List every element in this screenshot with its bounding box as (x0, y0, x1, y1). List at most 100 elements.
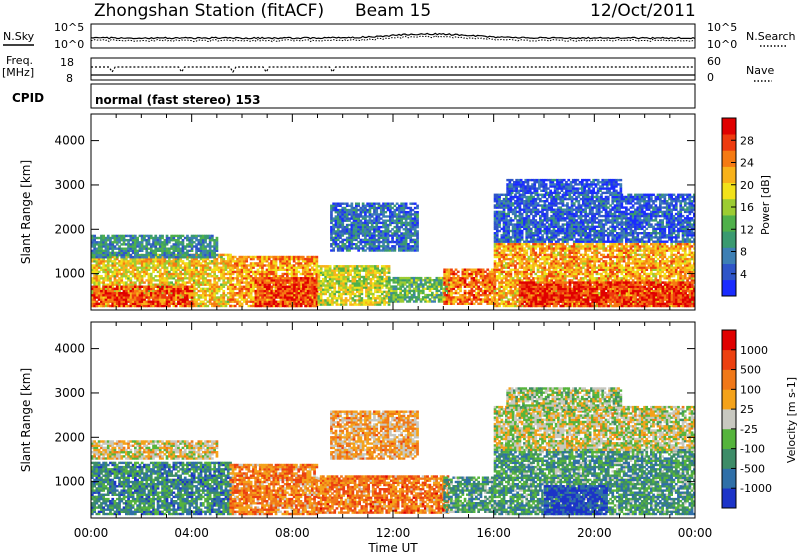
power-cell (131, 236, 135, 240)
power-cell (335, 282, 339, 285)
power-cell (292, 260, 296, 263)
power-cell (156, 262, 160, 265)
power-cell (334, 243, 338, 246)
power-cell (398, 211, 401, 214)
power-cell (353, 282, 357, 285)
power-cell (470, 274, 474, 278)
power-cell (332, 204, 335, 207)
power-cell (252, 281, 255, 284)
power-cell (183, 285, 187, 288)
power-cell (416, 221, 419, 225)
power-cell (277, 268, 280, 271)
power-cell (277, 281, 280, 284)
power-cell (106, 253, 110, 257)
power-cell (215, 245, 219, 248)
power-cell (400, 211, 403, 214)
power-cell (161, 304, 164, 308)
power-cell (161, 255, 164, 259)
power-cell (377, 221, 381, 225)
power-cell (106, 296, 110, 299)
power-cell (168, 241, 171, 244)
power-cell (360, 299, 364, 302)
power-cell (158, 245, 162, 248)
power-cell (407, 245, 410, 248)
power-cell (317, 303, 321, 306)
power-cell (389, 204, 392, 207)
power-cell (272, 272, 276, 276)
power-cell (174, 253, 178, 257)
power-cell (394, 296, 398, 299)
power-cell (149, 247, 153, 250)
power-cell (204, 279, 207, 282)
power-cell (392, 279, 396, 282)
power-cell (330, 204, 333, 207)
power-cell (383, 271, 386, 274)
power-cell (463, 274, 467, 278)
power-cell (326, 303, 330, 306)
power-cell (165, 266, 169, 269)
power-cell (272, 277, 276, 280)
power-cell (412, 296, 416, 299)
power-cell (179, 279, 182, 282)
power-cell (174, 289, 178, 293)
power-cell (279, 283, 283, 286)
power-cell (395, 238, 399, 242)
power-cell (428, 281, 432, 284)
power-cell (165, 236, 169, 240)
power-cell (331, 292, 334, 296)
power-cell (297, 257, 301, 261)
power-cell (206, 264, 210, 267)
power-cell (152, 243, 155, 246)
power-cell (240, 257, 244, 261)
power-cell (215, 268, 219, 271)
power-cell (134, 296, 137, 299)
power-cell (229, 300, 232, 303)
power-cell (188, 239, 192, 242)
power-cell (308, 272, 312, 276)
power-cell (259, 289, 262, 293)
power-cell (226, 285, 230, 288)
power-cell (410, 283, 414, 286)
power-cell (391, 215, 394, 218)
power-cell (136, 287, 139, 291)
power-cell (208, 253, 212, 257)
power-cell (152, 249, 155, 252)
power-cell (109, 304, 112, 308)
power-cell (238, 272, 242, 276)
power-cell (270, 260, 273, 263)
power-cell (337, 275, 341, 279)
power-cell (346, 288, 350, 291)
power-cell (252, 270, 255, 274)
power-cell (341, 234, 345, 237)
power-cell (145, 270, 149, 274)
power-cell (401, 285, 405, 288)
power-cell (344, 271, 348, 274)
power-cell (183, 275, 187, 278)
power-cell (149, 304, 153, 308)
power-cell (286, 296, 289, 299)
power-cell (202, 239, 205, 242)
power-cell (192, 266, 196, 269)
power-cell (388, 287, 391, 290)
power-cell (306, 264, 310, 267)
power-cell (125, 281, 128, 284)
power-cell (129, 298, 133, 301)
power-cell (400, 217, 403, 220)
power-cell (330, 208, 333, 212)
nsky-tick-bottom: 10^0 (54, 38, 84, 51)
power-cell (113, 239, 117, 242)
power-cell (410, 298, 414, 301)
power-cell (345, 240, 349, 244)
power-cell (229, 285, 232, 288)
power-cell (222, 289, 226, 293)
cpid-label: CPID (12, 91, 44, 105)
power-cell (433, 279, 436, 282)
power-cell (154, 283, 158, 286)
power-cell (258, 262, 262, 265)
power-cell (311, 298, 314, 301)
power-cell (468, 294, 471, 297)
power-cell (213, 298, 216, 301)
power-cell (91, 239, 94, 242)
power-cell (143, 253, 146, 257)
power-cell (416, 211, 419, 214)
